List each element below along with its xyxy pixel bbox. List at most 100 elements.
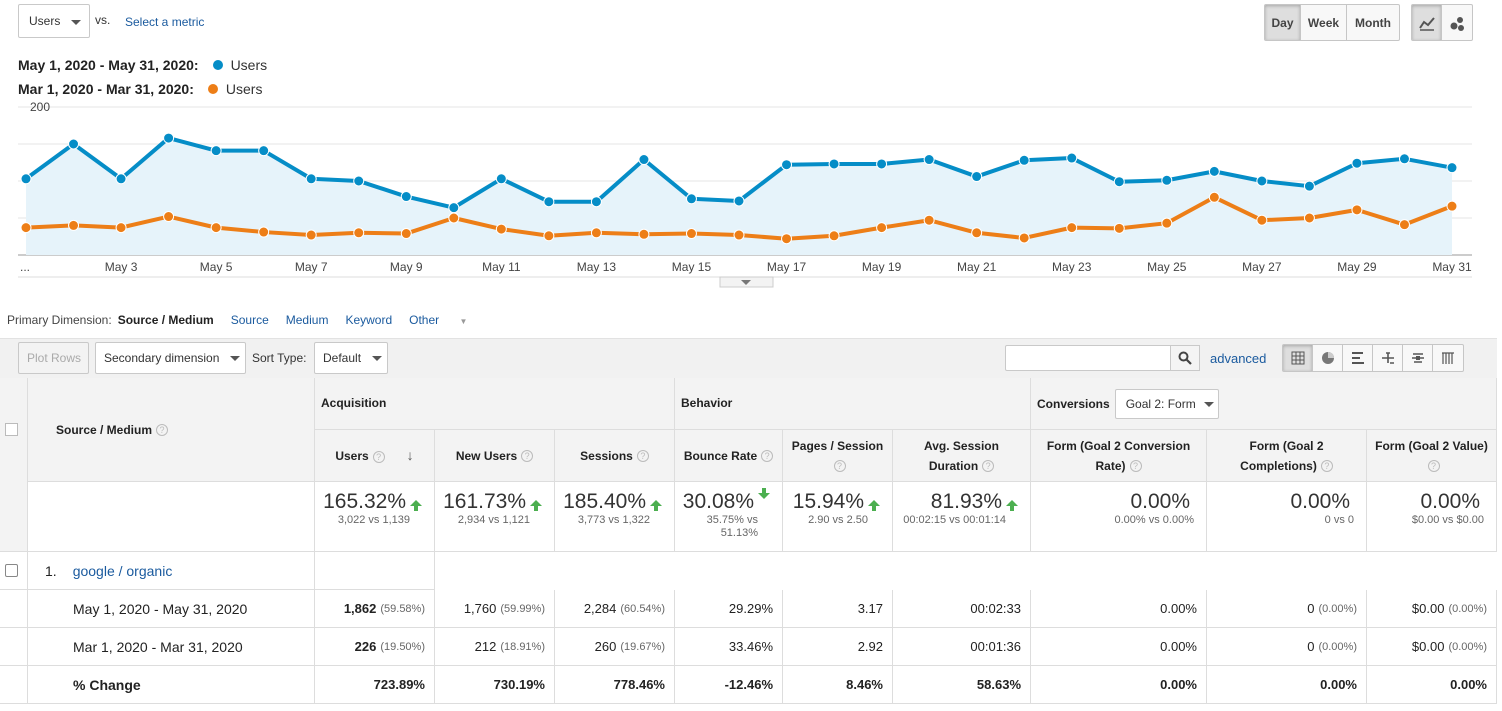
- column-header-label: Sessions: [580, 448, 633, 463]
- totals-main: 0.00%: [1213, 490, 1354, 514]
- totals-value: 185.40%: [563, 490, 646, 513]
- x-tick-label: May 29: [1337, 260, 1377, 274]
- tab-source-medium[interactable]: Source / Medium: [117, 313, 214, 327]
- column-header[interactable]: New Users?: [435, 430, 555, 482]
- legend-metric: Users: [230, 57, 268, 73]
- vs-label: vs.: [95, 13, 111, 27]
- data-point: [1303, 212, 1315, 224]
- tab-medium[interactable]: Medium: [285, 313, 329, 327]
- column-header-label: Pages / Session: [791, 438, 884, 453]
- granularity-toggle: Day Week Month: [1264, 4, 1400, 41]
- source-medium-header[interactable]: Source / Medium?: [28, 378, 315, 482]
- data-point: [353, 175, 365, 187]
- metric-value: 0.00%: [1160, 677, 1197, 692]
- select-all-checkbox[interactable]: [5, 423, 18, 436]
- data-point: [1113, 176, 1125, 188]
- metric-value: 0: [1307, 639, 1315, 654]
- metric-cell: 29.29%: [675, 590, 783, 628]
- totals-value: 0.00%: [1290, 490, 1350, 513]
- metric-value: 00:01:36: [970, 639, 1021, 654]
- performance-view-button[interactable]: [1343, 345, 1373, 371]
- data-point: [1208, 165, 1220, 177]
- day-button[interactable]: Day: [1265, 5, 1301, 40]
- tab-other-label: Other: [409, 313, 440, 327]
- metric-select-label: Users: [29, 14, 61, 28]
- month-button[interactable]: Month: [1355, 15, 1391, 30]
- data-point: [590, 196, 602, 208]
- column-header-content: Form (Goal 2 Completions)?: [1213, 436, 1360, 476]
- data-view-button[interactable]: [1283, 345, 1313, 371]
- help-icon: ?: [833, 460, 846, 473]
- row-spacer-cell: [0, 590, 28, 628]
- column-header[interactable]: Form (Goal 2 Conversion Rate)?: [1031, 430, 1207, 482]
- totals-value: 0.00%: [1130, 490, 1190, 513]
- totals-main: 161.73%: [441, 490, 542, 514]
- metric-select[interactable]: Users: [18, 4, 90, 38]
- totals-main: 0.00%: [1037, 490, 1194, 514]
- help-icon: ?: [1129, 460, 1142, 473]
- data-point: [68, 219, 80, 231]
- column-header[interactable]: Users? ↓: [315, 430, 435, 482]
- row-spacer-cell: [0, 666, 28, 704]
- metric-cell: 1,862 (59.58%): [315, 590, 435, 628]
- x-tick-label: May 13: [577, 260, 617, 274]
- metric-cell: 2.92: [783, 628, 893, 666]
- tab-other[interactable]: Other ▼: [409, 313, 484, 327]
- comparison-view-button[interactable]: [1373, 345, 1403, 371]
- totals-main: 30.08%: [681, 488, 770, 514]
- x-tick-label: May 5: [200, 260, 233, 274]
- select-metric-link[interactable]: Select a metric: [125, 15, 205, 29]
- metric-percent: (0.00%): [1448, 602, 1487, 615]
- chevron-down-icon: [71, 20, 81, 25]
- table-search-input[interactable]: [1005, 345, 1171, 371]
- metric-cell: 0 (0.00%): [1207, 590, 1367, 628]
- search-button[interactable]: [1170, 345, 1200, 371]
- totals-value: 30.08%: [682, 490, 754, 513]
- advanced-filter-link[interactable]: advanced: [1210, 351, 1267, 366]
- legend-dot: [207, 84, 218, 94]
- metric-percent: (0.00%): [1318, 602, 1357, 615]
- term-cloud-view-button[interactable]: [1403, 345, 1433, 371]
- help-icon: ?: [372, 450, 385, 463]
- totals-cell: 165.32% 3,022 vs 1,139: [315, 482, 435, 552]
- comparison-label: % Change: [73, 676, 141, 693]
- metric-value: 730.19%: [493, 677, 545, 692]
- column-header[interactable]: Bounce Rate?: [675, 430, 783, 482]
- column-header[interactable]: Pages / Session?: [783, 430, 893, 482]
- pivot-view-button[interactable]: [1433, 345, 1463, 371]
- row-checkbox[interactable]: [5, 564, 18, 577]
- comparison-label-cell: May 1, 2020 - May 31, 2020: [28, 590, 315, 628]
- tab-keyword[interactable]: Keyword: [345, 313, 393, 327]
- column-header[interactable]: Avg. Session Duration?: [893, 430, 1031, 482]
- legend-dot: [212, 60, 223, 70]
- column-header-content: Form (Goal 2 Conversion Rate)?: [1037, 436, 1200, 476]
- data-point: [543, 230, 555, 242]
- line-chart-button[interactable]: [1412, 5, 1442, 40]
- sort-type-select[interactable]: Default: [314, 342, 388, 374]
- week-button[interactable]: Week: [1301, 5, 1347, 40]
- metric-cell: 3.17: [783, 590, 893, 628]
- secondary-dimension-select[interactable]: Secondary dimension: [95, 342, 246, 374]
- data-point: [210, 222, 222, 234]
- arrow-up-icon: [530, 500, 542, 511]
- percentage-view-button[interactable]: [1313, 345, 1343, 371]
- column-header[interactable]: Form (Goal 2 Value)?: [1367, 430, 1497, 482]
- x-tick-label: May 11: [482, 260, 521, 274]
- metric-cell: 778.46%: [555, 666, 675, 704]
- motion-chart-button[interactable]: [1442, 5, 1472, 40]
- secondary-dimension-label: Secondary dimension: [104, 351, 220, 365]
- metric-cell: 226 (19.50%): [315, 628, 435, 666]
- column-header[interactable]: Sessions?: [555, 430, 675, 482]
- totals-cell: 161.73% 2,934 vs 1,121: [435, 482, 555, 552]
- column-header[interactable]: Form (Goal 2 Completions)?: [1207, 430, 1367, 482]
- column-header-label: Users: [335, 449, 369, 463]
- goal-select[interactable]: Goal 2: Form: [1114, 388, 1219, 419]
- metric-cell: 0.00%: [1031, 590, 1207, 628]
- row-dimension-link[interactable]: google / organic: [72, 562, 173, 579]
- tab-source[interactable]: Source: [230, 313, 269, 327]
- arrow-up-icon: [868, 500, 880, 511]
- data-point: [258, 226, 270, 238]
- totals-value: 165.32%: [323, 490, 406, 513]
- plot-rows-button[interactable]: Plot Rows: [18, 342, 89, 374]
- totals-comparison: 00:02:15 vs 00:01:14: [903, 514, 1006, 526]
